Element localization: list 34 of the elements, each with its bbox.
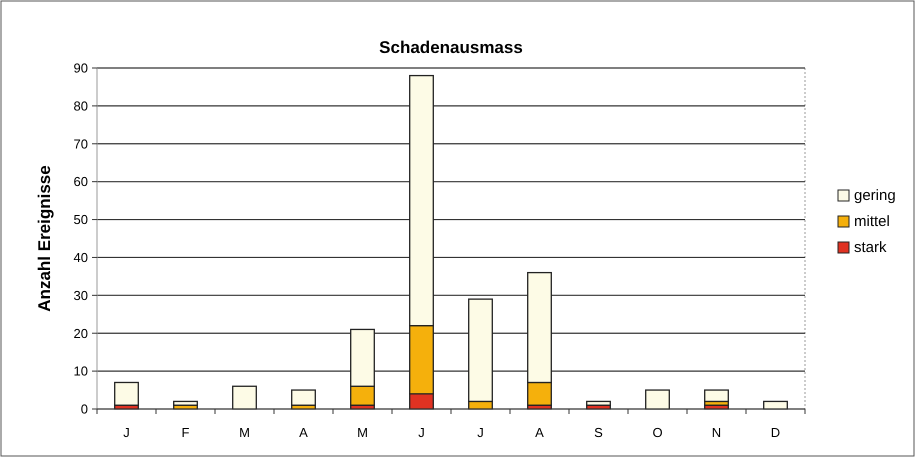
y-tick-label: 80 bbox=[74, 98, 88, 114]
x-tick-label: A bbox=[299, 425, 308, 440]
bar bbox=[704, 389, 729, 402]
y-axis-title: Anzahl Ereignisse bbox=[35, 165, 54, 312]
x-tick-label: S bbox=[594, 425, 604, 440]
x-tick-label: A bbox=[535, 425, 544, 440]
y-tick-label: 20 bbox=[74, 326, 88, 341]
y-tick-label: 0 bbox=[80, 402, 88, 417]
y-tick-label: 30 bbox=[74, 288, 88, 303]
bar bbox=[114, 382, 139, 406]
bar bbox=[291, 389, 316, 406]
x-tick-label: J bbox=[477, 425, 484, 440]
legend-label: gering bbox=[854, 187, 896, 204]
legend-label: stark bbox=[854, 239, 888, 256]
bar bbox=[586, 400, 611, 406]
x-tick-label: O bbox=[652, 425, 663, 440]
bar bbox=[645, 389, 670, 410]
x-tick-label: M bbox=[239, 425, 250, 440]
bar bbox=[173, 400, 198, 406]
x-tick-label: J bbox=[418, 425, 425, 440]
x-tick-label: F bbox=[182, 425, 190, 440]
y-tick-label: 70 bbox=[74, 136, 88, 152]
bar bbox=[232, 386, 257, 410]
x-tick-label: J bbox=[123, 425, 130, 440]
legend-label: mittel bbox=[854, 213, 890, 230]
y-tick-label: 10 bbox=[74, 364, 88, 379]
y-tick-label: 40 bbox=[74, 250, 88, 265]
chart-title: Schadenausmass bbox=[379, 38, 523, 57]
y-tick-label: 50 bbox=[74, 212, 88, 228]
y-tick-label: 90 bbox=[74, 60, 88, 76]
x-tick-label: M bbox=[357, 425, 368, 440]
x-tick-label: D bbox=[770, 425, 780, 440]
y-tick-label: 60 bbox=[74, 174, 88, 190]
x-tick-label: N bbox=[712, 425, 722, 440]
